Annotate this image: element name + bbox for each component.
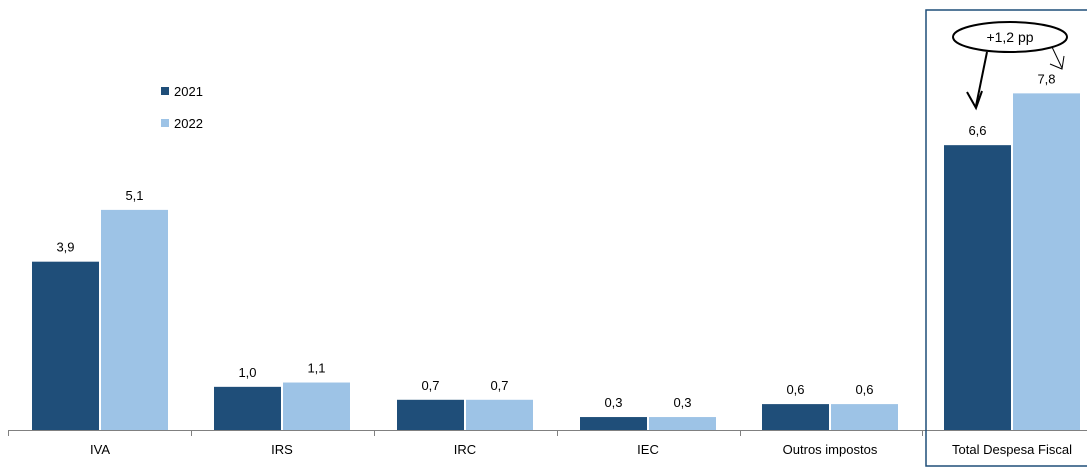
value-label-irs-2021: 1,0 xyxy=(238,365,256,380)
annotation-arrow-2021-head xyxy=(966,90,983,111)
x-axis: IVA IRS IRC IEC Outros impostos Total Despesa… xyxy=(8,430,1087,457)
bar-iva-2021 xyxy=(32,261,99,430)
highlight-group xyxy=(925,9,1087,467)
legend-swatch-2021 xyxy=(161,87,169,95)
annotation-ellipse xyxy=(952,21,1068,53)
bar-irs-2021 xyxy=(214,386,281,430)
bars-group xyxy=(32,93,1080,431)
annotation-arrow-2022-shaft xyxy=(1051,46,1063,69)
highlight-box xyxy=(925,9,1087,467)
tick-label-iva: IVA xyxy=(90,442,110,457)
annotation-arrow-2021-shaft xyxy=(975,51,988,107)
bar-iva-2022 xyxy=(101,209,168,430)
value-label-total-despesa-fiscal-2022: 7,8 xyxy=(1037,71,1055,86)
value-label-iva-2021: 3,9 xyxy=(56,240,74,255)
value-label-total-despesa-fiscal-2021: 6,6 xyxy=(968,123,986,138)
value-label-irc-2021: 0,7 xyxy=(421,378,439,393)
value-label-irc-2022: 0,7 xyxy=(490,378,508,393)
tick-label-irs: IRS xyxy=(271,442,293,457)
value-label-iva-2022: 5,1 xyxy=(125,188,143,203)
bar-outros-impostos-2021 xyxy=(762,404,829,430)
legend-label-2021: 2021 xyxy=(174,84,203,99)
bar-outros-impostos-2022 xyxy=(831,404,898,430)
legend: 2021 2022 xyxy=(161,84,203,131)
bar-total-despesa-fiscal-2021 xyxy=(944,145,1011,430)
legend-swatch-2022 xyxy=(161,119,169,127)
annotation-arrow-2022-head xyxy=(1049,55,1065,70)
tick-label-outros-impostos: Outros impostos xyxy=(783,442,878,457)
value-label-iec-2022: 0,3 xyxy=(673,395,691,410)
bar-irc-2021 xyxy=(397,399,464,430)
annotation-text: +1,2 pp xyxy=(986,29,1033,45)
value-label-outros-impostos-2022: 0,6 xyxy=(855,382,873,397)
bar-iec-2022 xyxy=(649,417,716,430)
value-label-outros-impostos-2021: 0,6 xyxy=(786,382,804,397)
tick-label-total-despesa-fiscal: Total Despesa Fiscal xyxy=(952,442,1072,457)
value-label-irs-2022: 1,1 xyxy=(307,361,325,376)
tick-label-irc: IRC xyxy=(454,442,476,457)
bar-irs-2022 xyxy=(283,382,350,430)
annotation-group: +1,2 pp xyxy=(952,21,1068,111)
tick-label-iec: IEC xyxy=(637,442,659,457)
legend-label-2022: 2022 xyxy=(174,116,203,131)
value-label-iec-2021: 0,3 xyxy=(604,395,622,410)
bar-iec-2021 xyxy=(580,417,647,430)
bar-irc-2022 xyxy=(466,399,533,430)
bar-total-despesa-fiscal-2022 xyxy=(1013,93,1080,431)
value-labels-group: 3,9 5,1 1,0 1,1 0,7 0,7 0,3 0,3 0,6 0,6 6,6 7,8 xyxy=(56,71,1055,410)
